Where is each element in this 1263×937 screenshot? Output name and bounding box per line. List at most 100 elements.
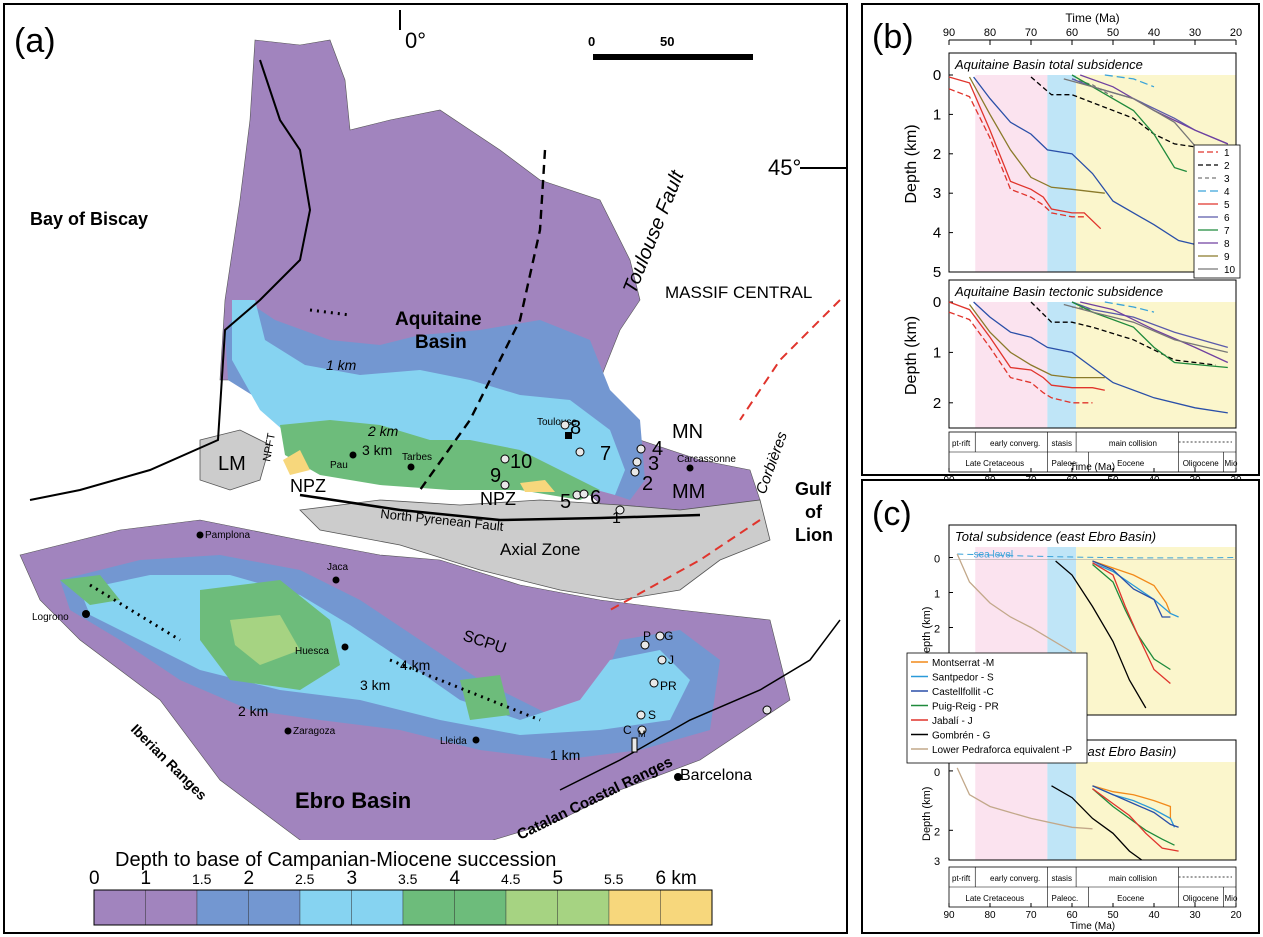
- barcelona-label: Barcelona: [680, 767, 752, 784]
- series-line: [1071, 301, 1228, 369]
- plot-title-bg: [951, 55, 1234, 73]
- x-axis-tick-label: 80: [984, 910, 996, 921]
- lleida-marker: [472, 736, 480, 744]
- legend-tick-label: 5.5: [604, 871, 624, 887]
- massif-central-label: MASSIF CENTRAL: [665, 283, 812, 302]
- legend-swatch: [402, 889, 455, 926]
- series-line: [1104, 301, 1155, 313]
- well-p-label: P: [643, 629, 651, 643]
- main-collision-band: [1076, 302, 1236, 428]
- y-axis-tick-label: 5: [933, 264, 941, 281]
- series-line: [1092, 562, 1179, 618]
- ebro-contour-4km: 4 km: [400, 657, 430, 673]
- legend-tick-label: 4.5: [501, 871, 521, 887]
- ebro-basin-zone-4-5: [230, 615, 300, 665]
- early-convergence-band: [975, 75, 1048, 272]
- logrono-marker: [82, 610, 90, 618]
- scale-bar: [593, 54, 753, 60]
- stage-label: main collision: [1109, 439, 1157, 448]
- zaragoza-marker: [284, 727, 292, 735]
- legend-swatch: [660, 889, 713, 926]
- legend-tick-label: 6 km: [656, 868, 697, 889]
- x-axis-tick-label: 40: [1148, 910, 1160, 921]
- panel-a-label: (a): [14, 22, 56, 60]
- x-axis-tick-label: 50: [1107, 910, 1119, 921]
- well-p-marker: [640, 640, 650, 650]
- plot-title: Total subsidence (east Ebro Basin): [955, 529, 1156, 544]
- well-4-marker: [636, 444, 646, 454]
- well-j-marker: [657, 655, 667, 665]
- series-line: [1030, 301, 1216, 366]
- well-8-marker: [560, 420, 570, 430]
- early-convergence-band: [975, 302, 1048, 428]
- well-s-marker: [636, 710, 646, 720]
- legend-entry: Jabalí - J: [932, 716, 973, 727]
- series-line: [1055, 560, 1147, 709]
- series-line: [956, 767, 1093, 830]
- series-line: [1092, 785, 1172, 819]
- legend-tick-label: 1.5: [192, 871, 212, 887]
- ebro-basin-label: Ebro Basin: [295, 788, 411, 813]
- legend-entry: 3: [1224, 174, 1230, 185]
- huesca-label: Huesca: [295, 646, 329, 657]
- longitude-label: 0°: [405, 28, 426, 53]
- series-line: [1071, 74, 1187, 173]
- well-s-label: S: [648, 708, 656, 722]
- scale-label-50: 50: [660, 34, 674, 49]
- legend-color-bar: [93, 889, 713, 926]
- top-axis-tick-label: 40: [1148, 27, 1160, 39]
- epoch-label: Oligocene: [1183, 459, 1220, 468]
- well-m-marker: [631, 737, 638, 753]
- y-axis-tick-label: 0: [934, 554, 940, 566]
- stage-label: main collision: [1109, 874, 1157, 883]
- plot-title-bg: [951, 282, 1234, 300]
- well-c-label: C: [623, 723, 632, 737]
- y-axis-tick-label: 0: [933, 294, 941, 311]
- plot-frame: [948, 279, 1237, 429]
- series-line: [1063, 303, 1228, 354]
- legend-bar-outline: [93, 889, 713, 926]
- series-line: [1080, 301, 1229, 364]
- legend-box: [906, 652, 1088, 764]
- legend-tick-label: 3: [347, 868, 358, 889]
- legend-tick-label: 2: [244, 868, 255, 889]
- stage-label: stasis: [1052, 439, 1072, 448]
- legend-tick-label: 0: [89, 868, 100, 889]
- plot-title: Aquitaine Basin total subsidence: [954, 57, 1143, 72]
- well-3-label: 3: [648, 453, 659, 475]
- top-axis-tick-label: 20: [1230, 27, 1242, 39]
- top-axis-tick-label: 30: [1189, 27, 1201, 39]
- x-axis-tick-label: 20: [1230, 910, 1242, 921]
- y-axis-tick-label: 0: [933, 67, 941, 84]
- series-line: [1092, 788, 1179, 852]
- series-line: [948, 88, 1085, 218]
- lm-massif: [199, 429, 271, 491]
- series-line: [948, 301, 1105, 391]
- series-line: [1051, 785, 1143, 861]
- y-axis-tick-label: 0: [934, 767, 940, 779]
- plot-frame: [948, 739, 1237, 861]
- tarbes-marker: [407, 463, 415, 471]
- legend-swatch: [299, 889, 352, 926]
- epoch-label: Mio: [1225, 459, 1238, 468]
- npz-east-label: NPZ: [480, 489, 516, 509]
- city-markers: [82, 432, 694, 781]
- legend-entry: Castellfollit -C: [932, 687, 994, 698]
- zaragoza-label: Zaragoza: [293, 726, 336, 737]
- npft-label: NPFT: [261, 432, 278, 463]
- stage-label: pt-rift: [952, 874, 971, 883]
- legend-entry: 4: [1224, 187, 1230, 198]
- latitude-label: 45°: [768, 155, 801, 180]
- well-2-label: 2: [642, 473, 653, 495]
- top-axis-tick-label: 60: [1066, 27, 1078, 39]
- stasis-band: [1047, 762, 1077, 860]
- plot-title-bg: [951, 527, 1234, 545]
- lm-label: LM: [218, 453, 246, 475]
- series-line: [1071, 301, 1228, 349]
- legend-entry: 8: [1224, 239, 1230, 250]
- series-line: [1092, 785, 1179, 828]
- legend-entry: Montserrat -M: [932, 658, 994, 669]
- legend-entry: 6: [1224, 213, 1230, 224]
- legend-swatch: [454, 889, 507, 926]
